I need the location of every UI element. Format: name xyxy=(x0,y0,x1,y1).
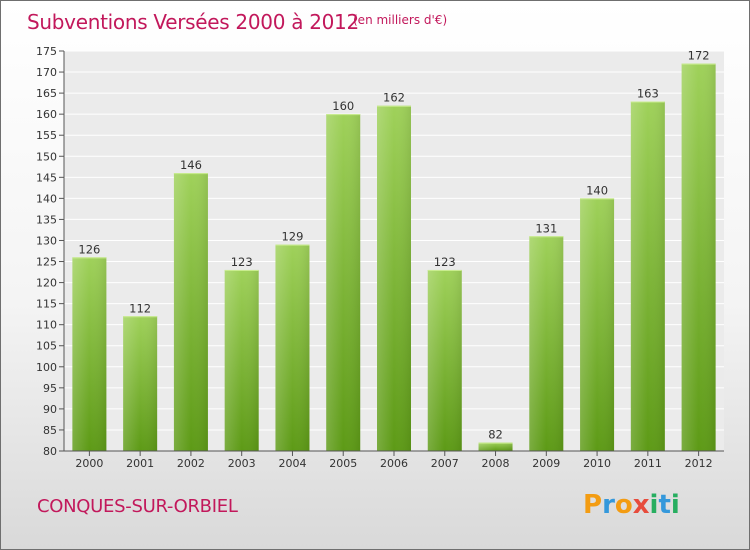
y-tick-label: 80 xyxy=(43,445,57,458)
x-tick-label: 2002 xyxy=(177,457,205,470)
bar-shine xyxy=(377,105,411,451)
labels: 80 85 90 95 100 105 110 115 120 125 130 135 140 145 15… xyxy=(36,45,713,470)
bars xyxy=(72,63,716,452)
commune-name: CONQUES-SUR-ORBIEL xyxy=(37,496,238,517)
bar-value-label: 123 xyxy=(231,255,253,269)
bar-value-label: 163 xyxy=(637,87,659,101)
logo-letter: o xyxy=(614,490,633,520)
x-tick-label: 2009 xyxy=(532,457,560,470)
x-tick-label: 2004 xyxy=(278,457,306,470)
bar-value-label: 131 xyxy=(535,221,557,235)
y-tick-label: 110 xyxy=(36,319,57,332)
bar-shine xyxy=(123,316,158,451)
y-tick-label: 150 xyxy=(36,150,57,163)
y-tick-label: 155 xyxy=(36,129,57,142)
bar-value-label: 162 xyxy=(383,91,405,105)
bar-value-label: 82 xyxy=(488,428,503,442)
bar-shine xyxy=(427,269,462,451)
bar-shine xyxy=(173,173,208,451)
bar-value-label: 123 xyxy=(434,255,456,269)
bar-shine xyxy=(275,244,310,451)
y-tick-label: 85 xyxy=(43,424,57,437)
x-tick-label: 2012 xyxy=(685,457,713,470)
x-tick-label: 2011 xyxy=(634,457,662,470)
x-tick-label: 2005 xyxy=(329,457,357,470)
chart-title: Subventions Versées 2000 à 2012 xyxy=(27,10,359,34)
y-tick-label: 120 xyxy=(36,277,57,290)
y-tick-label: 90 xyxy=(43,403,57,416)
logo-letter: i xyxy=(670,490,680,520)
chart-subtitle: (en milliers d'€) xyxy=(353,13,448,27)
bar-value-label: 172 xyxy=(688,49,710,63)
x-tick-label: 2000 xyxy=(75,457,103,470)
proxiti-logo: Proxiti xyxy=(583,490,680,520)
logo-letter: t xyxy=(658,490,671,520)
y-tick-label: 115 xyxy=(36,298,57,311)
y-tick-label: 145 xyxy=(36,171,57,184)
bar-shine xyxy=(478,442,513,451)
y-tick-label: 160 xyxy=(36,108,57,121)
bar-value-label: 126 xyxy=(78,242,100,256)
y-tick-label: 140 xyxy=(36,192,57,205)
y-tick-label: 135 xyxy=(36,213,57,226)
bar-shine xyxy=(72,257,107,451)
bar-shine xyxy=(630,101,665,452)
x-tick-label: 2010 xyxy=(583,457,611,470)
bar-shine xyxy=(326,114,361,451)
bar-shine xyxy=(681,63,716,451)
x-tick-label: 2007 xyxy=(431,457,459,470)
y-tick-label: 165 xyxy=(36,87,57,100)
x-tick-label: 2006 xyxy=(380,457,408,470)
y-tick-label: 170 xyxy=(36,66,57,79)
logo-letter: i xyxy=(649,490,659,520)
bar-shine xyxy=(224,269,259,451)
bar-chart: 80 85 90 95 100 105 110 115 120 125 130 135 140 145 15… xyxy=(36,45,724,470)
y-tick-label: 130 xyxy=(36,234,57,247)
bar-value-label: 112 xyxy=(129,301,151,315)
bar-value-label: 129 xyxy=(281,230,303,244)
y-tick-label: 175 xyxy=(36,45,57,58)
x-tick-label: 2003 xyxy=(228,457,256,470)
x-tick-label: 2001 xyxy=(126,457,154,470)
axes xyxy=(59,50,724,456)
bar-value-label: 160 xyxy=(332,99,354,113)
logo-letter: P xyxy=(583,490,603,520)
y-tick-label: 100 xyxy=(36,361,57,374)
y-tick-label: 105 xyxy=(36,340,57,353)
x-tick-label: 2008 xyxy=(482,457,510,470)
bar-value-label: 146 xyxy=(180,158,202,172)
logo-letter: x xyxy=(632,490,650,520)
logo-letter: r xyxy=(602,490,615,520)
y-tick-label: 95 xyxy=(43,382,57,395)
bar-value-label: 140 xyxy=(586,183,608,197)
bar-shine xyxy=(529,236,564,451)
bar-shine xyxy=(580,198,615,451)
y-tick-label: 125 xyxy=(36,256,57,269)
